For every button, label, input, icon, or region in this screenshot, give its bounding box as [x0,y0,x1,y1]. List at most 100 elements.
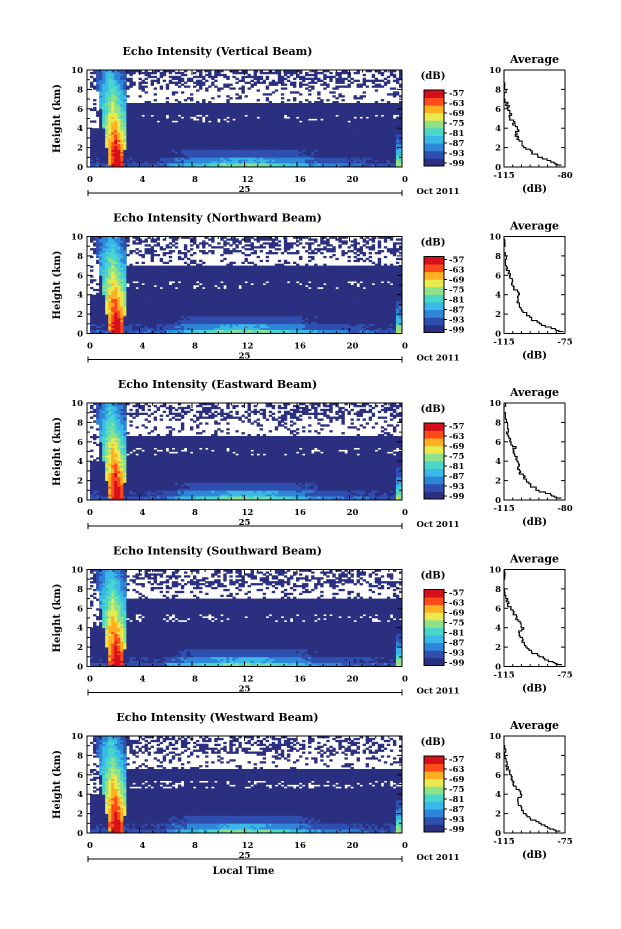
colorbar-swatch [424,658,444,666]
x-tick-label: 16 [294,508,306,518]
y-tick-label: 2 [77,310,83,320]
colorbar-tick-label: -75 [449,619,464,629]
y-tick-label: 10 [71,399,83,409]
colorbar-swatch [424,817,444,825]
colorbar-tick-label: -75 [449,452,464,462]
colorbar-swatch [424,650,444,658]
heatmap-cells [90,237,402,334]
x-tick-label: 12 [242,675,254,685]
profile-x-tick-label: -75 [557,338,572,348]
colorbar-swatch [424,491,444,499]
profile-y-tick-label: 2 [495,810,501,820]
y-tick-label: 0 [77,663,83,673]
x-tick-label: 4 [140,675,146,685]
profile-x-tick-label: -75 [557,671,572,681]
colorbar-swatch [424,590,444,598]
profile-y-tick-label: 4 [495,790,501,800]
x-tick-label: 0 [402,841,408,851]
x-axis-label: Local Time [213,866,275,877]
y-axis-label: Height (km) [52,750,63,819]
colorbar-tick-label: -81 [449,462,464,472]
colorbar-unit: (dB) [421,238,446,249]
colorbar-swatch [424,824,444,832]
colorbar-swatch [424,794,444,802]
colorbar-tick-label: -69 [449,109,464,119]
colorbar-swatch [424,438,444,446]
colorbar-swatch [424,120,444,128]
profile-frame [504,70,565,167]
colorbar-tick-label: -57 [449,755,464,765]
colorbar-tick-label: -69 [449,442,464,452]
profile-x-tick-label: -115 [493,504,514,514]
date-label: Oct 2011 [416,354,459,364]
colorbar-swatch [424,98,444,106]
colorbar-swatch [424,620,444,628]
colorbar-swatch [424,143,444,151]
profile-y-tick-label: 2 [495,643,501,653]
profile-x-tick-label: -80 [557,504,572,514]
colorbar-swatch [424,287,444,295]
profile-y-tick-label: 4 [495,291,501,301]
colorbar-tick-label: -93 [449,149,464,159]
y-tick-label: 10 [71,233,83,243]
colorbar-tick-label: -81 [449,795,464,805]
profile-title: Average [509,719,559,732]
y-tick-label: 8 [77,751,83,761]
colorbar-swatch [424,158,444,166]
colorbar-unit: (dB) [421,571,446,582]
colorbar-swatch [424,431,444,439]
colorbar-tick-label: -63 [449,432,464,442]
profile-line [504,736,560,831]
panel-title: Echo Intensity (Eastward Beam) [118,378,317,391]
colorbar: (dB)-57-63-69-75-81-87-93-99 [421,404,465,502]
x-tick-label: 20 [347,342,359,352]
x-tick-label: 12 [242,841,254,851]
colorbar-tick-label: -99 [449,159,464,169]
colorbar-tick-label: -87 [449,306,464,316]
day-label: 25 [239,352,251,362]
profile-x-label: (dB) [522,684,547,695]
colorbar-swatch [424,453,444,461]
y-tick-label: 4 [77,457,83,467]
colorbar-tick-label: -99 [449,492,464,502]
x-tick-label: 12 [242,342,254,352]
colorbar: (dB)-57-63-69-75-81-87-93-99 [421,238,465,336]
profile-x-tick-label: -75 [557,837,572,847]
y-axis-label: Height (km) [52,84,63,153]
y-tick-label: 8 [77,252,83,262]
profile-line [504,570,562,665]
colorbar-swatch [424,461,444,469]
panel-3: Echo Intensity (Eastward Beam)0246810Hei… [52,378,573,530]
profile-x-label: (dB) [522,351,547,362]
x-tick-label: 16 [294,175,306,185]
profile-title: Average [509,53,559,66]
profile-y-tick-label: 10 [489,566,501,576]
colorbar-unit: (dB) [421,71,446,82]
day-label: 25 [239,685,251,695]
profile-x-tick-label: -115 [493,338,514,348]
panel-2: Echo Intensity (Northward Beam)0246810He… [52,212,573,364]
colorbar-tick-label: -93 [449,482,464,492]
x-tick-label: 20 [347,841,359,851]
x-tick-label: 8 [192,675,198,685]
profile-y-tick-label: 4 [495,457,501,467]
heatmap-cells [90,736,402,833]
profile-title: Average [509,220,559,233]
y-tick-label: 2 [77,144,83,154]
x-tick-label: 0 [87,841,93,851]
profile-x-label: (dB) [522,184,547,195]
colorbar-tick-label: -87 [449,139,464,149]
colorbar-swatch [424,105,444,113]
colorbar-tick-label: -75 [449,785,464,795]
x-tick-label: 0 [402,508,408,518]
colorbar-tick-label: -99 [449,326,464,336]
y-axis-label: Height (km) [52,584,63,653]
y-tick-label: 10 [71,732,83,742]
profile-y-tick-label: 8 [495,252,501,262]
colorbar-tick-label: -99 [449,659,464,669]
colorbar-tick-label: -69 [449,609,464,619]
colorbar-swatch [424,272,444,280]
date-label: Oct 2011 [416,187,459,197]
x-tick-label: 0 [87,342,93,352]
